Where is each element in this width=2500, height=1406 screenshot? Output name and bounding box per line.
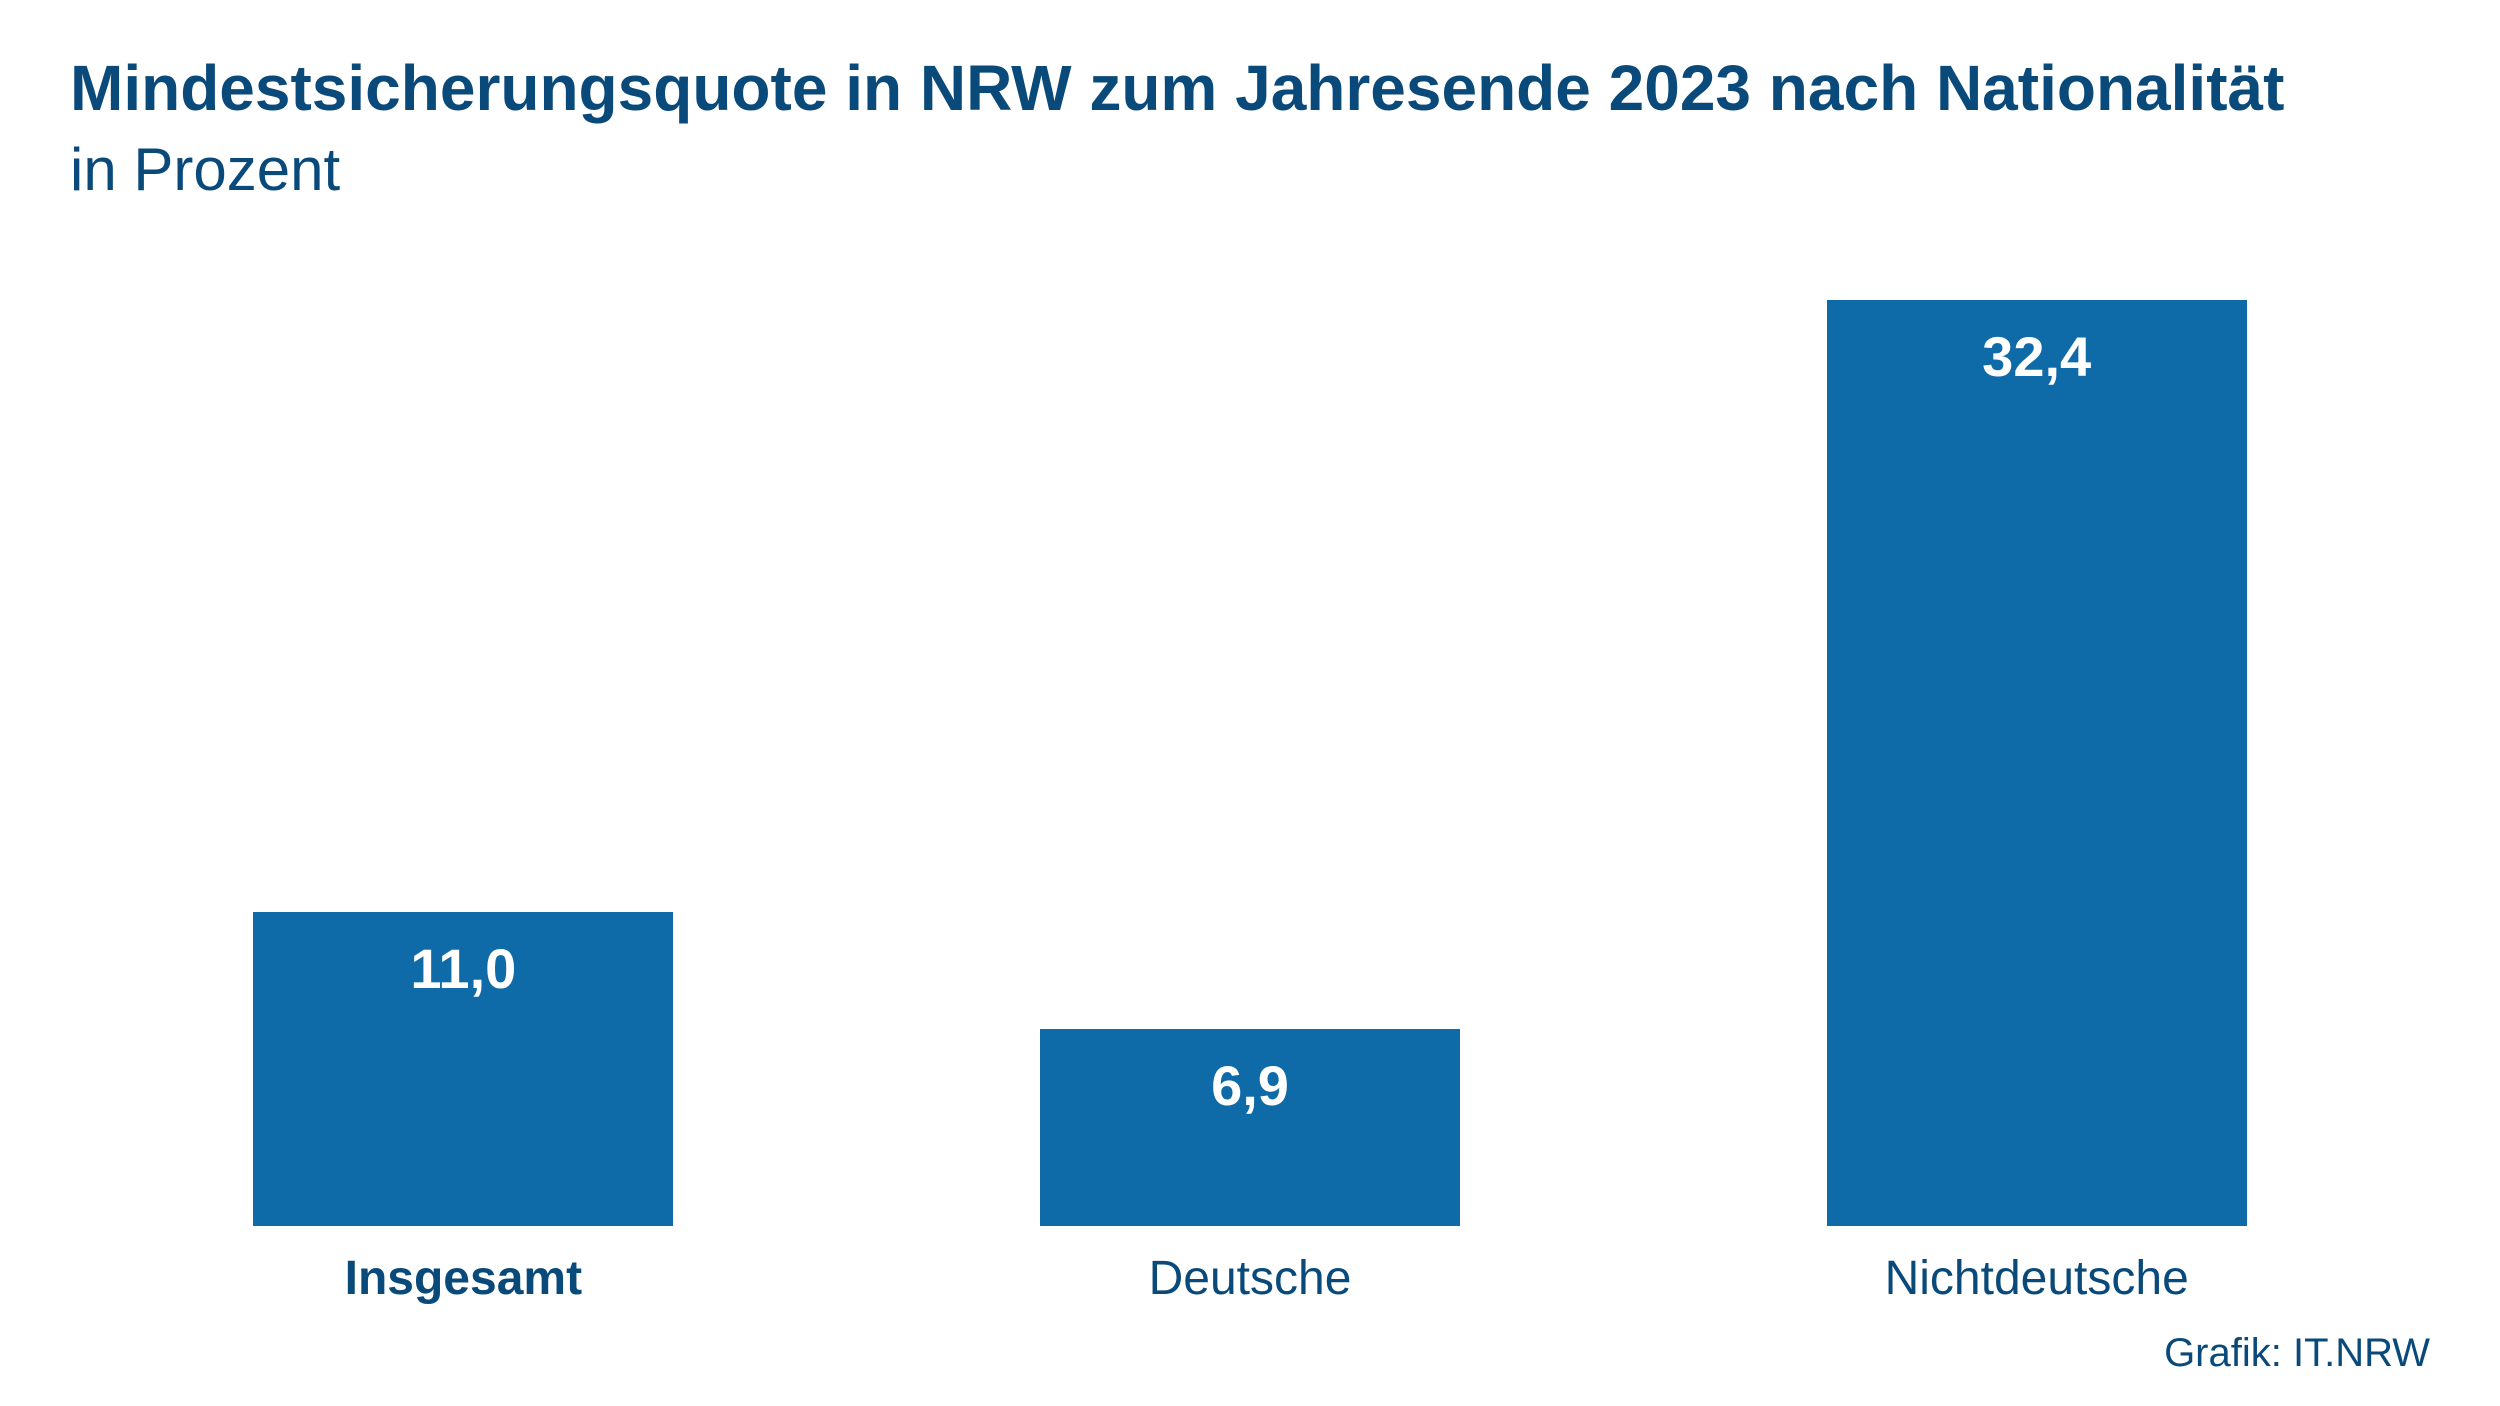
bar-slot-deutsche: 6,9	[857, 300, 1644, 1226]
bar-nichtdeutsche: 32,4	[1827, 300, 2247, 1226]
category-label-deutsche: Deutsche	[857, 1251, 1644, 1306]
bar-slot-nichtdeutsche: 32,4	[1643, 300, 2430, 1226]
plot-area: 11,0 6,9 32,4	[70, 300, 2430, 1226]
bar-value-insgesamt: 11,0	[410, 936, 516, 1001]
bar-slot-insgesamt: 11,0	[70, 300, 857, 1226]
chart-subtitle: in Prozent	[70, 135, 2284, 204]
category-label-insgesamt: Insgesamt	[70, 1251, 857, 1306]
bar-deutsche: 6,9	[1040, 1029, 1460, 1226]
title-block: Mindestsicherungsquote in NRW zum Jahres…	[70, 50, 2284, 204]
bar-insgesamt: 11,0	[253, 912, 673, 1226]
category-labels-row: Insgesamt Deutsche Nichtdeutsche	[70, 1251, 2430, 1306]
bars-row: 11,0 6,9 32,4	[70, 300, 2430, 1226]
bar-value-nichtdeutsche: 32,4	[1982, 324, 2091, 389]
category-label-nichtdeutsche: Nichtdeutsche	[1643, 1251, 2430, 1306]
chart-credit: Grafik: IT.NRW	[2164, 1331, 2430, 1376]
chart-title: Mindestsicherungsquote in NRW zum Jahres…	[70, 50, 2284, 127]
bar-chart: Mindestsicherungsquote in NRW zum Jahres…	[0, 0, 2500, 1406]
bar-value-deutsche: 6,9	[1211, 1053, 1289, 1118]
